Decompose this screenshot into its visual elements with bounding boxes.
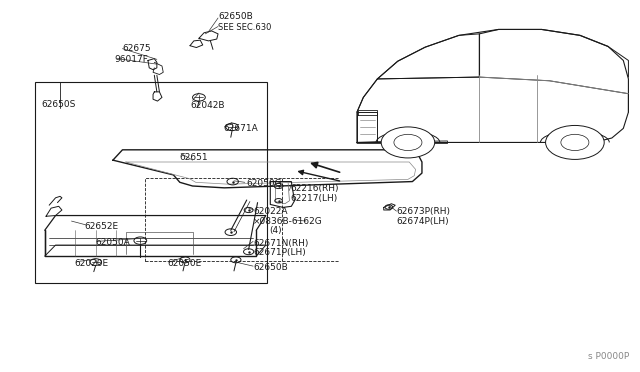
Text: 62216(RH): 62216(RH)	[291, 185, 339, 193]
Text: 62673P(RH): 62673P(RH)	[396, 207, 451, 217]
Circle shape	[561, 134, 589, 151]
Text: 62042B: 62042B	[190, 101, 225, 110]
Text: 62650B: 62650B	[218, 12, 253, 22]
Text: 62671N(RH): 62671N(RH)	[253, 239, 308, 248]
Text: 62671P(LH): 62671P(LH)	[253, 248, 306, 257]
Text: 62675: 62675	[122, 44, 151, 53]
Text: 62050G: 62050G	[246, 179, 282, 187]
Text: ×0836B-6162G: ×0836B-6162G	[253, 217, 323, 225]
Text: 62050A: 62050A	[96, 238, 131, 247]
Bar	[145, 177, 282, 260]
Text: 62651: 62651	[180, 153, 209, 162]
Text: 62050E: 62050E	[167, 259, 202, 268]
Text: 62671A: 62671A	[223, 124, 258, 133]
Circle shape	[545, 125, 604, 160]
Text: 62020E: 62020E	[75, 259, 109, 268]
Text: 62652E: 62652E	[84, 222, 118, 231]
Text: 62217(LH): 62217(LH)	[291, 194, 338, 203]
Text: 62650S: 62650S	[41, 100, 76, 109]
Text: 96017F: 96017F	[115, 55, 148, 64]
Text: 62022A: 62022A	[253, 206, 287, 216]
Text: s P0000P: s P0000P	[588, 352, 629, 361]
Circle shape	[394, 134, 422, 151]
Text: SEE SEC.630: SEE SEC.630	[218, 23, 271, 32]
Circle shape	[381, 127, 435, 158]
Text: (4): (4)	[269, 226, 282, 235]
Bar	[35, 81, 267, 283]
Text: 62650B: 62650B	[253, 263, 288, 272]
Text: 62674P(LH): 62674P(LH)	[396, 217, 449, 225]
